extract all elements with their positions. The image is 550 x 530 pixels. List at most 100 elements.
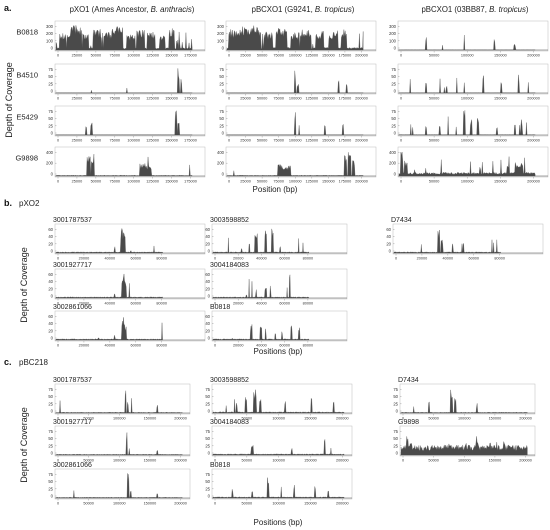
y-tick-label: 200 — [389, 161, 397, 166]
panel-c-xlabel: Positions (bp) — [254, 518, 303, 527]
y-tick-label: 60 — [386, 227, 391, 232]
plot-frame — [54, 268, 206, 300]
x-tick-label: 75000 — [109, 180, 120, 184]
y-tick-label: 40 — [48, 279, 53, 284]
x-tick-label: 50000 — [257, 97, 268, 101]
sample-label: D7434 — [398, 377, 419, 384]
x-tick-label: 100000 — [272, 417, 285, 421]
x-tick-label: 80000 — [303, 302, 314, 306]
y-tick-label: 50 — [219, 74, 224, 79]
x-tick-label: 200000 — [527, 97, 540, 101]
column-title: pXO1 (Ames Ancestor, B. anthracis) — [70, 5, 195, 14]
y-tick-label: 25 — [219, 123, 224, 128]
y-tick-label: 0 — [394, 131, 397, 136]
x-tick-label: 50000 — [428, 459, 439, 463]
x-tick-label: 200000 — [519, 459, 532, 463]
y-tick-label: 50 — [48, 479, 53, 484]
x-tick-label: 0 — [228, 97, 230, 101]
x-tick-label: 125000 — [146, 180, 159, 184]
x-tick-label: 150000 — [165, 139, 178, 143]
x-tick-label: 40000 — [105, 302, 116, 306]
x-tick-label: 0 — [57, 344, 59, 348]
y-tick-label: 0 — [396, 451, 399, 456]
x-tick-label: 25000 — [240, 97, 251, 101]
x-tick-label: 150000 — [144, 417, 157, 421]
x-tick-label: 175000 — [184, 180, 197, 184]
x-tick-label: 175000 — [184, 139, 197, 143]
x-tick-label: 50000 — [428, 417, 439, 421]
x-tick-label: 100000 — [127, 54, 140, 58]
plot-a-B0818-2: 0 100 200 300 0 50000 100000 150000 200000 — [389, 20, 549, 58]
y-tick-label: 75 — [48, 387, 53, 392]
coverage-area — [226, 112, 364, 136]
y-tick-label: 0 — [394, 89, 397, 94]
x-tick-label: 0 — [57, 257, 59, 261]
y-tick-label: 75 — [219, 67, 224, 72]
plot-frame — [225, 146, 377, 178]
x-tick-label: 100000 — [458, 459, 471, 463]
x-tick-label: 0 — [400, 54, 402, 58]
x-tick-label: 50000 — [91, 180, 102, 184]
x-tick-label: 100000 — [272, 459, 285, 463]
x-tick-label: 0 — [57, 502, 59, 506]
plot-frame — [211, 310, 348, 342]
y-tick-label: 25 — [393, 443, 398, 448]
y-tick-label: 0 — [208, 249, 211, 254]
panel-b-ylabel: Depth of Coverage — [19, 247, 29, 323]
y-tick-label: 400 — [46, 150, 54, 155]
y-tick-label: 75 — [205, 387, 210, 392]
x-tick-label: 0 — [214, 344, 216, 348]
x-tick-label: 50000 — [91, 139, 102, 143]
y-tick-label: 0 — [389, 249, 392, 254]
y-tick-label: 0 — [208, 294, 211, 299]
y-tick-label: 50 — [205, 479, 210, 484]
plot-a-E5429-2: 0 25 50 75 0 50000 100000 150000 200000 — [391, 105, 549, 143]
x-tick-label: 0 — [402, 459, 404, 463]
x-tick-label: 60000 — [279, 257, 290, 261]
plot-frame — [54, 105, 206, 137]
sample-label: 3001927717 — [53, 419, 92, 426]
x-tick-label: 40000 — [105, 344, 116, 348]
y-tick-label: 100 — [217, 38, 225, 43]
y-tick-label: 75 — [393, 387, 398, 392]
y-tick-label: 60 — [205, 227, 210, 232]
x-tick-label: 60000 — [279, 302, 290, 306]
x-tick-label: 75000 — [273, 139, 284, 143]
y-tick-label: 0 — [222, 46, 225, 51]
y-tick-label: 0 — [51, 451, 54, 456]
y-tick-label: 40 — [48, 321, 53, 326]
y-tick-label: 20 — [205, 241, 210, 246]
y-tick-label: 0 — [396, 409, 399, 414]
x-tick-label: 100000 — [289, 97, 302, 101]
y-tick-label: 0 — [222, 131, 225, 136]
x-tick-label: 150000 — [144, 502, 157, 506]
coverage-area — [212, 228, 309, 254]
plot-frame — [397, 20, 549, 52]
sample-label: 3003598852 — [210, 217, 249, 224]
y-tick-label: 0 — [51, 294, 54, 299]
y-tick-label: 75 — [48, 109, 53, 114]
x-tick-label: 0 — [395, 257, 397, 261]
x-tick-label: 0 — [400, 97, 402, 101]
y-tick-label: 75 — [205, 472, 210, 477]
x-tick-label: 200000 — [355, 180, 368, 184]
x-tick-label: 75000 — [273, 54, 284, 58]
plot-a-G9898-0: G9898 0 200 400 0 25000 50000 75000 100000 125000… — [15, 146, 206, 184]
x-tick-label: 150000 — [165, 54, 178, 58]
x-tick-label: 40000 — [443, 257, 454, 261]
x-tick-label: 200000 — [527, 180, 540, 184]
x-tick-label: 0 — [57, 180, 59, 184]
plot-c-3003598852: 3003598852 0 25 50 75 0 50000 100000 150000 20000… — [205, 377, 353, 421]
coverage-area — [226, 70, 364, 94]
plot-frame — [399, 425, 536, 457]
y-tick-label: 20 — [48, 286, 53, 291]
y-tick-label: 20 — [48, 328, 53, 333]
x-tick-label: 60000 — [279, 344, 290, 348]
y-tick-label: 20 — [48, 241, 53, 246]
x-tick-label: 150000 — [489, 459, 502, 463]
y-tick-label: 0 — [222, 172, 225, 177]
y-tick-label: 0 — [51, 46, 54, 51]
